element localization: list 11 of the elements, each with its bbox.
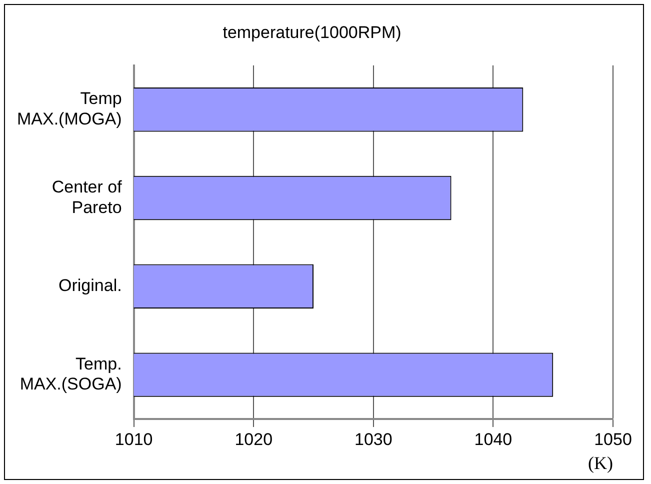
y-tick-label: Temp MAX.(MOGA) — [16, 89, 122, 128]
y-tick-label: Temp. MAX.(SOGA) — [20, 354, 122, 394]
y-tick-label: Center of Pareto — [52, 177, 122, 217]
x-axis-title: (K) — [588, 452, 613, 473]
y-tick-label: Original. — [58, 276, 122, 296]
x-tick-label: 1050 — [594, 430, 632, 449]
chart-title: temperature(1000RPM) — [222, 22, 402, 42]
x-tick-label: 1040 — [474, 430, 512, 449]
x-tick-label: 1020 — [234, 430, 273, 449]
x-tick-label: 1010 — [114, 430, 153, 449]
x-tick-label: 1030 — [354, 430, 392, 449]
